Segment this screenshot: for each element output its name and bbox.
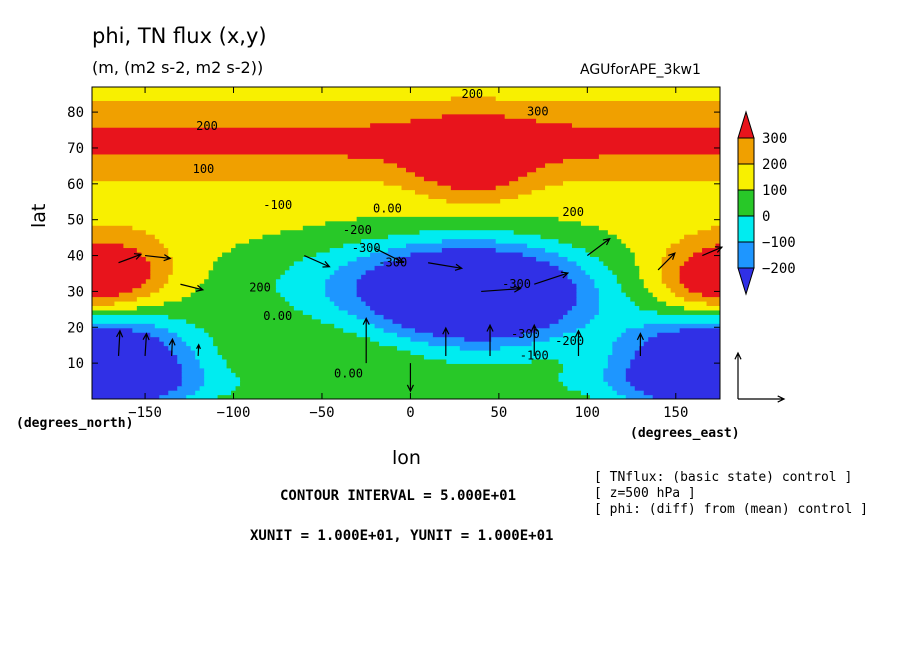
note-tnflux: [ TNflux: (basic state) control ] bbox=[594, 470, 853, 485]
axis-ticks: −150 −100 −50 0 50 100 150 10 20 30 40 50 60 70 80 bbox=[67, 87, 720, 421]
flux-vector bbox=[636, 332, 644, 356]
contour-label: 0.00 bbox=[334, 366, 363, 380]
contour-label: 200 bbox=[461, 87, 483, 101]
x-tick-label: −100 bbox=[217, 405, 251, 421]
colorbar-label: −100 bbox=[762, 235, 796, 251]
colorbar-band bbox=[737, 137, 755, 165]
colorbar-band bbox=[737, 163, 755, 191]
flux-vector bbox=[168, 337, 176, 356]
colorbar-label: 200 bbox=[762, 157, 787, 173]
x-tick-label: 0 bbox=[406, 405, 414, 421]
flux-vector bbox=[486, 323, 494, 356]
y-tick-label: 80 bbox=[67, 105, 84, 121]
x-unit-label: (degrees_east) bbox=[630, 426, 740, 441]
flux-vector bbox=[180, 283, 205, 292]
contour-label: 0.00 bbox=[263, 309, 292, 323]
flux-vector bbox=[702, 246, 724, 257]
y-unit-label: (degrees_north) bbox=[16, 416, 134, 431]
flux-vector bbox=[116, 329, 124, 356]
flux-vector bbox=[481, 285, 522, 293]
flux-vector bbox=[142, 332, 150, 357]
flux-vector bbox=[530, 323, 538, 356]
colorbar-band bbox=[737, 241, 755, 269]
x-tick-label: −50 bbox=[309, 405, 334, 421]
x-axis-label: lon bbox=[392, 447, 421, 469]
y-tick-label: 70 bbox=[67, 141, 84, 157]
y-tick-label: 10 bbox=[67, 356, 84, 372]
contour-label: 200 bbox=[249, 280, 271, 294]
colorbar-label: 300 bbox=[762, 131, 787, 147]
flux-vector bbox=[196, 343, 202, 356]
x-tick-label: −150 bbox=[128, 405, 162, 421]
y-tick-label: 30 bbox=[67, 284, 84, 300]
contour-label: 100 bbox=[193, 162, 215, 176]
flux-vectors bbox=[116, 237, 724, 393]
note-level: [ z=500 hPa ] bbox=[594, 486, 696, 501]
contour-label: -300 bbox=[352, 241, 381, 255]
contour-label: 300 bbox=[527, 105, 549, 119]
colorbar-label: −200 bbox=[762, 261, 796, 277]
y-tick-label: 60 bbox=[67, 177, 84, 193]
flux-vector bbox=[145, 254, 172, 262]
shaded-field bbox=[92, 87, 720, 399]
x-tick-label: 50 bbox=[490, 405, 507, 421]
colorbar-band bbox=[737, 189, 755, 217]
y-tick-label: 40 bbox=[67, 249, 84, 265]
flux-vector bbox=[374, 247, 405, 263]
flux-vector bbox=[428, 262, 464, 271]
contour-label: 200 bbox=[562, 205, 584, 219]
flux-vector bbox=[362, 316, 370, 364]
contour-label: 0.00 bbox=[373, 202, 402, 216]
colorbar-band bbox=[737, 215, 755, 243]
reference-vector-y bbox=[734, 351, 742, 399]
x-tick-label: 150 bbox=[663, 405, 688, 421]
colorbar-band bbox=[737, 110, 755, 139]
flux-vector bbox=[442, 326, 450, 356]
vector-units: XUNIT = 1.000E+01, YUNIT = 1.000E+01 bbox=[250, 528, 554, 544]
flux-vector bbox=[586, 237, 611, 257]
chart-units: (m, (m2 s-2, m2 s-2)) bbox=[92, 58, 264, 77]
y-tick-label: 20 bbox=[67, 320, 84, 336]
flux-vector bbox=[118, 253, 143, 264]
colorbar-label: 0 bbox=[762, 209, 770, 225]
note-phi: [ phi: (diff) from (mean) control ] bbox=[594, 502, 868, 517]
chart-title: phi, TN flux (x,y) bbox=[92, 24, 267, 48]
y-tick-label: 50 bbox=[67, 213, 84, 229]
reference-vector bbox=[734, 351, 786, 403]
dataset-name: AGUforAPE_3kw1 bbox=[580, 62, 701, 78]
flux-vector bbox=[406, 363, 415, 393]
flux-vector bbox=[657, 252, 676, 271]
contour-label: -100 bbox=[263, 198, 292, 212]
colorbar: 300 200 100 0 −100 −200 bbox=[737, 110, 796, 296]
contour-interval: CONTOUR INTERVAL = 5.000E+01 bbox=[280, 488, 517, 504]
flux-vector bbox=[534, 271, 570, 285]
contour-label: -200 bbox=[555, 334, 584, 348]
contour-label: -300 bbox=[502, 277, 531, 291]
contour-label: -200 bbox=[343, 223, 372, 237]
reference-vector-x bbox=[738, 395, 786, 403]
plot-frame bbox=[91, 86, 721, 400]
colorbar-band bbox=[737, 267, 755, 296]
x-tick-label: 100 bbox=[575, 405, 600, 421]
contour-label: -300 bbox=[511, 327, 540, 341]
colorbar-label: 100 bbox=[762, 183, 787, 199]
flux-vector bbox=[304, 255, 331, 268]
contour-label: 200 bbox=[196, 119, 218, 133]
flux-vector bbox=[574, 329, 583, 356]
